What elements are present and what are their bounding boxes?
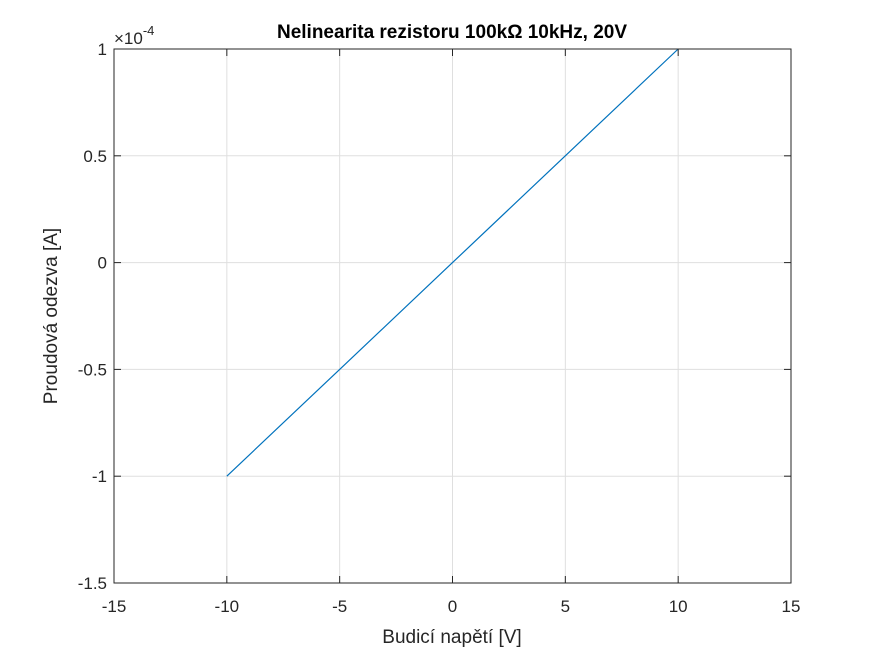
x-tick-label: 5 (561, 597, 570, 616)
grid-layer (113, 48, 792, 584)
x-tick-label: -5 (332, 597, 347, 616)
chart-title: Nelinearita rezistoru 100kΩ 10kHz, 20V (277, 22, 627, 43)
x-tick-label: 10 (669, 597, 688, 616)
series-line (226, 48, 679, 477)
x-axis-label: Budicí napětí [V] (382, 627, 521, 648)
x-tick-label: -15 (102, 597, 127, 616)
x-tick-label: 0 (448, 597, 457, 616)
y-exponent-power: -4 (143, 23, 155, 38)
tick-layer (113, 48, 792, 584)
x-tick-label: -10 (215, 597, 240, 616)
y-tick-label: -1.5 (78, 574, 107, 593)
y-exponent-base: ×10 (114, 29, 143, 48)
x-tick-label: 15 (782, 597, 801, 616)
y-tick-label: 0 (98, 254, 107, 273)
series-layer (226, 48, 679, 477)
label-layer: -15 -10 -5 0 5 10 15 -1.5 -1 -0.5 0 0.5 1 (78, 40, 801, 616)
y-tick-label: -0.5 (78, 360, 107, 379)
y-tick-label: 1 (98, 40, 107, 59)
y-exponent-label: ×10-4 (114, 23, 154, 48)
y-tick-label: 0.5 (83, 147, 107, 166)
y-tick-label: -1 (92, 467, 107, 486)
y-axis-label: Proudová odezva [A] (41, 228, 62, 404)
